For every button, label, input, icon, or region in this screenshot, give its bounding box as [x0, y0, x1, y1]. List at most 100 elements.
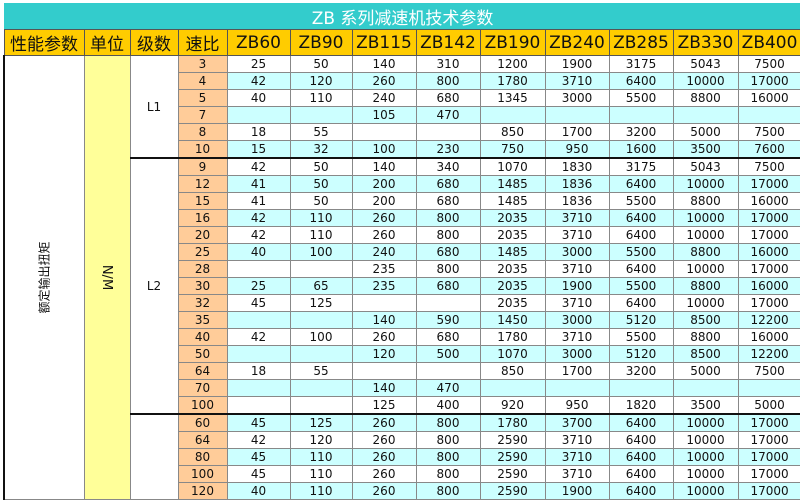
torque-value-cell: 120: [289, 431, 353, 449]
torque-value-cell: [544, 106, 610, 124]
torque-value-cell: 950: [544, 396, 610, 415]
torque-value-cell: 1900: [544, 277, 610, 295]
torque-value-cell: 2590: [479, 431, 546, 449]
torque-value-cell: 260: [351, 431, 417, 449]
torque-value-cell: 17000: [737, 294, 800, 312]
torque-value-cell: 10000: [672, 209, 739, 227]
table-row: 16 42 110 260 800 2035 3710 6400 10000 17000: [4, 209, 800, 227]
torque-value-cell: [544, 379, 610, 397]
torque-value-cell: 260: [351, 448, 417, 466]
torque-value-cell: 7600: [737, 140, 800, 159]
table-row: 40 42 100 260 680 1780 3710 5500 8800 16000: [4, 328, 800, 346]
torque-value-cell: 1836: [544, 175, 610, 193]
torque-value-cell: 7500: [737, 362, 800, 380]
torque-value-cell: 3500: [672, 396, 739, 415]
ratio-cell: 12: [177, 175, 228, 193]
torque-value-cell: 110: [289, 482, 353, 500]
torque-value-cell: 1780: [479, 72, 546, 90]
unit-label: N/M: [99, 264, 115, 291]
torque-value-cell: 235: [351, 277, 417, 295]
torque-value-cell: 10000: [672, 294, 739, 312]
torque-value-cell: 590: [415, 311, 481, 329]
torque-value-cell: 5500: [608, 277, 674, 295]
torque-value-cell: 5500: [608, 243, 674, 261]
torque-value-cell: 42: [226, 72, 291, 90]
torque-value-cell: 5120: [608, 311, 674, 329]
torque-value-cell: 1900: [544, 482, 610, 500]
torque-value-cell: 3175: [608, 55, 674, 73]
torque-value-cell: 3710: [544, 431, 610, 449]
torque-value-cell: 140: [351, 157, 417, 176]
torque-value-cell: 680: [415, 328, 481, 346]
torque-value-cell: 120: [289, 72, 353, 90]
column-header: ZB142: [415, 29, 481, 56]
table-row: L2 9 42 50 140 340 1070 1830 3175 5043 7500: [4, 157, 800, 415]
torque-value-cell: 17000: [737, 431, 800, 449]
torque-value-cell: 2035: [479, 209, 546, 227]
ratio-cell: 4: [177, 72, 228, 90]
torque-value-cell: 235: [351, 260, 417, 278]
torque-value-cell: 3700: [544, 413, 610, 432]
torque-value-cell: 3000: [544, 243, 610, 261]
torque-value-cell: 5500: [608, 192, 674, 210]
torque-value-cell: [351, 123, 417, 141]
torque-value-cell: 800: [415, 226, 481, 244]
column-header: 级数: [129, 29, 179, 56]
torque-value-cell: 260: [351, 72, 417, 90]
torque-value-cell: 45: [226, 448, 291, 466]
torque-value-cell: 1070: [479, 157, 546, 176]
torque-value-cell: 100: [289, 328, 353, 346]
torque-value-cell: 50: [289, 55, 353, 73]
torque-value-cell: 1485: [479, 175, 546, 193]
stage-cell: L2: [129, 157, 179, 415]
torque-value-cell: 5120: [608, 345, 674, 363]
torque-value-cell: 800: [415, 482, 481, 500]
torque-value-cell: [479, 379, 546, 397]
ratio-cell: 9: [177, 157, 228, 176]
torque-value-cell: 41: [226, 175, 291, 193]
table-row: 10 15 32 100 230 750 950 1600 3500 7600: [4, 140, 800, 159]
torque-value-cell: 680: [415, 175, 481, 193]
torque-value-cell: 3710: [544, 465, 610, 483]
torque-value-cell: 3200: [608, 362, 674, 380]
torque-value-cell: 1345: [479, 89, 546, 107]
torque-value-cell: 140: [351, 55, 417, 73]
torque-value-cell: [226, 106, 291, 124]
torque-value-cell: 42: [226, 209, 291, 227]
torque-value-cell: 50: [289, 175, 353, 193]
table-row: 5 40 110 240 680 1345 3000 5500 8800 16000: [4, 89, 800, 107]
ratio-cell: 40: [177, 328, 228, 346]
torque-value-cell: [289, 106, 353, 124]
torque-value-cell: 110: [289, 89, 353, 107]
table-row: 70 140 470: [4, 379, 800, 397]
param-cell: 额定输出扭矩: [3, 55, 85, 500]
torque-value-cell: [226, 260, 291, 278]
torque-value-cell: 3710: [544, 328, 610, 346]
torque-value-cell: [289, 379, 353, 397]
torque-value-cell: 800: [415, 260, 481, 278]
torque-value-cell: 6400: [608, 448, 674, 466]
torque-value-cell: 5500: [608, 328, 674, 346]
torque-value-cell: 8800: [672, 89, 739, 107]
torque-value-cell: 850: [479, 362, 546, 380]
torque-value-cell: 1900: [544, 55, 610, 73]
torque-value-cell: 17000: [737, 465, 800, 483]
column-header: 性能参数: [3, 29, 85, 56]
table-row: 8 18 55 850 1700 3200 5000 7500: [4, 123, 800, 141]
torque-value-cell: 5043: [672, 55, 739, 73]
torque-value-cell: 800: [415, 448, 481, 466]
torque-value-cell: 3000: [544, 311, 610, 329]
table-row: 60 45 125 260 800 1780 3700 6400 10000 17000: [4, 413, 800, 500]
torque-value-cell: 8500: [672, 345, 739, 363]
torque-value-cell: 16000: [737, 277, 800, 295]
table-row: 20 42 110 260 800 2035 3710 6400 10000 17000: [4, 226, 800, 244]
torque-value-cell: 240: [351, 243, 417, 261]
ratio-cell: 28: [177, 260, 228, 278]
torque-value-cell: [737, 379, 800, 397]
torque-value-cell: 12200: [737, 311, 800, 329]
torque-value-cell: 45: [226, 413, 291, 432]
param-label: 额定输出扭矩: [37, 241, 52, 314]
torque-value-cell: 125: [289, 413, 353, 432]
torque-value-cell: [672, 379, 739, 397]
ratio-cell: 20: [177, 226, 228, 244]
